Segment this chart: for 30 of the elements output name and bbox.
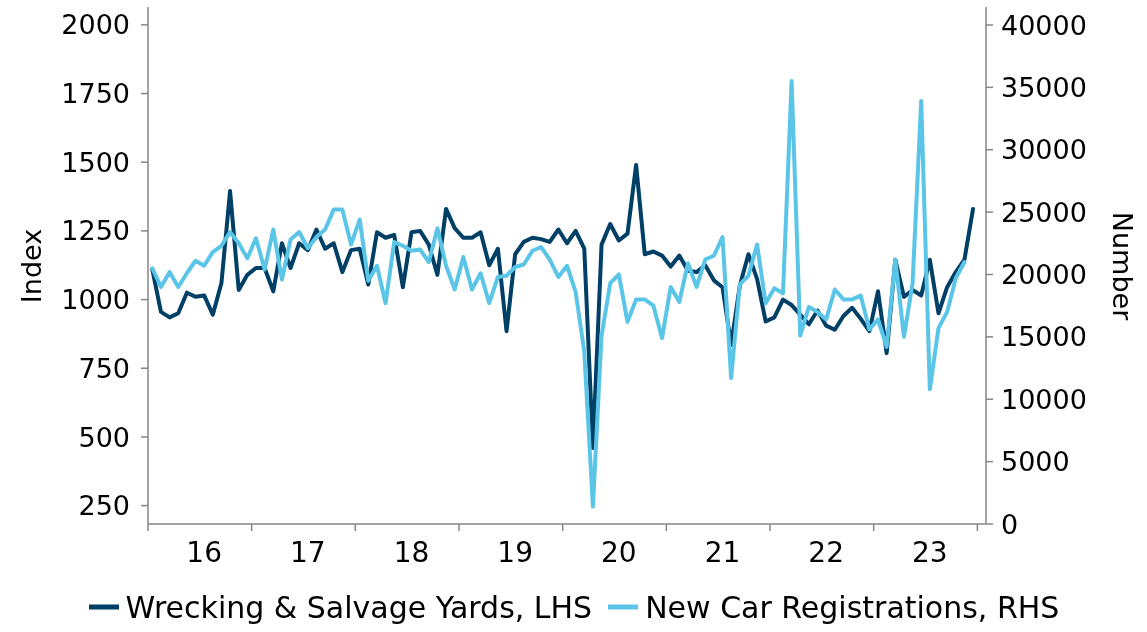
y-tick-label: 1000 <box>61 284 130 316</box>
x-tick-label: 19 <box>497 536 533 569</box>
legend-label: New Car Registrations, RHS <box>645 589 1060 625</box>
y-tick-label: 1750 <box>61 78 130 110</box>
x-tick-label: 17 <box>290 536 326 569</box>
y-axis-title: Index <box>16 228 48 303</box>
y2-tick-label: 30000 <box>1001 134 1087 166</box>
y-tick-label: 500 <box>78 421 130 453</box>
y2-tick-label: 40000 <box>1001 9 1087 41</box>
x-tick-label: 20 <box>601 536 637 569</box>
y-tick-label: 1500 <box>61 146 130 178</box>
y-tick-label: 2000 <box>61 9 130 41</box>
y-tick-label: 1250 <box>61 215 130 247</box>
y2-tick-label: 20000 <box>1001 259 1087 291</box>
x-tick-label: 18 <box>393 536 430 569</box>
y2-tick-label: 0 <box>1001 508 1019 540</box>
line-series <box>150 79 967 509</box>
x-tick-label: 16 <box>186 536 222 569</box>
legend-label: Wrecking & Salvage Yards, LHS <box>125 589 593 625</box>
x-tick-label: 21 <box>704 536 741 569</box>
x-tick-label: 23 <box>912 536 948 569</box>
y2-tick-label: 25000 <box>1001 196 1087 228</box>
y-tick-label: 250 <box>78 490 130 522</box>
y2-tick-label: 15000 <box>1001 321 1087 353</box>
y2-tick-label: 10000 <box>1001 383 1087 415</box>
y2-tick-label: 5000 <box>1001 446 1070 478</box>
y2-axis-title: Number <box>1106 211 1138 320</box>
y-tick-label: 750 <box>78 352 130 384</box>
x-tick-label: 22 <box>808 536 844 569</box>
y2-tick-label: 35000 <box>1001 71 1087 103</box>
